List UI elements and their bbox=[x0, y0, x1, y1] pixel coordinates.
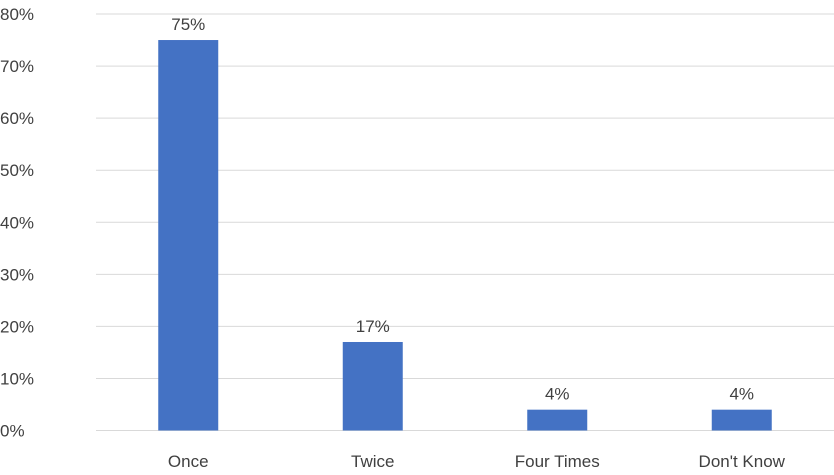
y-tick-label: 80% bbox=[0, 5, 34, 24]
x-category-label: Don't Know bbox=[699, 452, 786, 471]
y-tick-label: 40% bbox=[0, 213, 34, 232]
data-label: 75% bbox=[171, 15, 205, 34]
y-tick-label: 20% bbox=[0, 317, 34, 336]
data-label: 4% bbox=[729, 385, 754, 404]
data-labels: 75% 17% 4% 4% bbox=[171, 15, 754, 404]
y-tick-label: 50% bbox=[0, 161, 34, 180]
y-tick-label: 30% bbox=[0, 265, 34, 284]
bar bbox=[158, 40, 219, 431]
bar bbox=[342, 341, 403, 431]
y-tick-label: 70% bbox=[0, 57, 34, 76]
gridlines bbox=[96, 13, 834, 431]
data-label: 4% bbox=[545, 385, 570, 404]
x-axis-category-labels: Once Twice Four Times Don't Know bbox=[168, 452, 786, 471]
y-tick-label: 10% bbox=[0, 369, 34, 388]
bar bbox=[711, 409, 772, 431]
x-category-label: Once bbox=[168, 452, 209, 471]
x-category-label: Twice bbox=[351, 452, 394, 471]
y-tick-label: 0% bbox=[0, 422, 25, 441]
x-category-label: Four Times bbox=[515, 452, 600, 471]
bar bbox=[527, 409, 588, 431]
bars bbox=[158, 40, 772, 431]
y-axis-tick-labels: 0% 10% 20% 30% 40% 50% 60% 70% 80% bbox=[0, 5, 34, 441]
y-tick-label: 60% bbox=[0, 109, 34, 128]
data-label: 17% bbox=[356, 317, 390, 336]
